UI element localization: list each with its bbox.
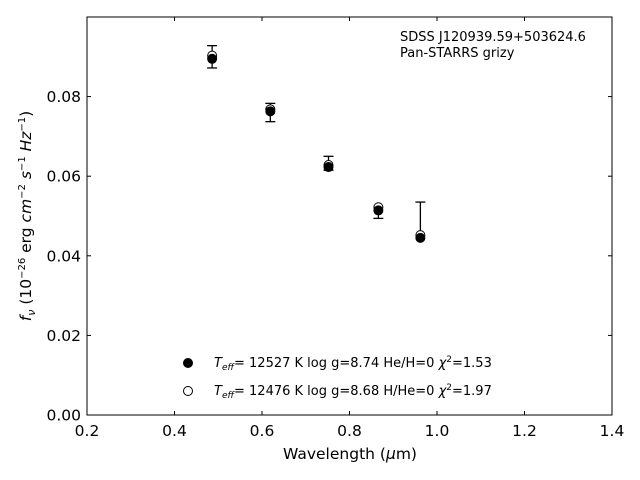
legend-entry-1: Teff= 12527 K log g=8.74 He/H=0 χ2=1.53 — [214, 355, 492, 373]
x-axis-title: Wavelength (μm) — [283, 445, 417, 463]
point-filled — [415, 232, 426, 243]
point-filled — [207, 53, 218, 64]
axis-ticks: 0.2 0.4 0.6 0.8 1.0 1.2 1.4 0.00 0.02 0.04 0.06 0.0… — [46, 17, 624, 440]
y-tick-label: 0.00 — [46, 407, 81, 425]
annotation-line-2: Pan-STARRS grizy — [400, 46, 515, 61]
x-tick-label: 0.8 — [337, 422, 362, 440]
y-tick-label: 0.02 — [46, 327, 81, 345]
y-tick-label: 0.04 — [46, 247, 81, 265]
legend-entry-2: Teff= 12476 K log g=8.68 H/He=0 χ2=1.97 — [214, 383, 492, 401]
y-tick-label: 0.06 — [46, 168, 81, 186]
x-tick-label: 1.2 — [512, 422, 537, 440]
point-filled — [323, 162, 334, 173]
x-tick-label: 0.2 — [75, 422, 100, 440]
x-tick-label: 0.6 — [250, 422, 275, 440]
legend-entry-2-chi2: =1.97 — [452, 384, 492, 399]
legend-marker-filled — [183, 358, 193, 368]
legend-marker-open — [183, 386, 193, 396]
data-marks — [207, 45, 426, 243]
point-filled — [265, 106, 276, 117]
annotation-line-1: SDSS J120939.59+503624.6 — [400, 30, 586, 45]
point-filled — [373, 205, 384, 216]
legend: Teff= 12527 K log g=8.74 He/H=0 χ2=1.53 … — [183, 355, 492, 401]
x-tick-label: 0.4 — [162, 422, 187, 440]
x-tick-label: 1.4 — [600, 422, 625, 440]
y-tick-label: 0.08 — [46, 88, 81, 106]
x-tick-label: 1.0 — [425, 422, 450, 440]
legend-entry-1-chi2: =1.53 — [452, 356, 492, 371]
y-axis-title: fν (10−26 erg cm−2 s−1 Hz−1) — [17, 111, 38, 321]
legend-entry-2-text: = 12476 K log g=8.68 H/He=0 — [234, 384, 439, 399]
legend-entry-1-text: = 12527 K log g=8.74 He/H=0 — [234, 356, 439, 371]
